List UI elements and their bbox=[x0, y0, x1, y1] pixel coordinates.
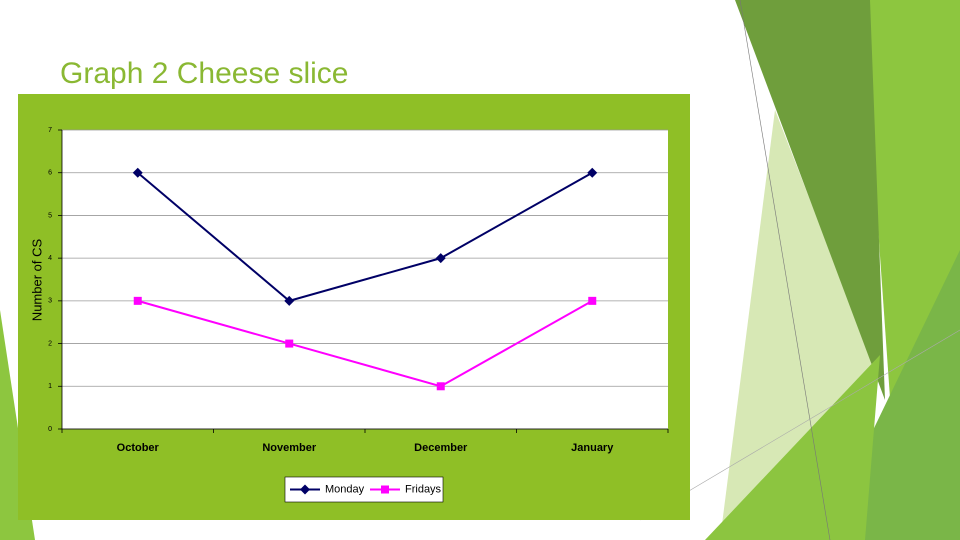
y-axis-label: Number of CS bbox=[29, 238, 44, 321]
y-tick-label: 5 bbox=[48, 212, 52, 219]
decor bbox=[735, 0, 885, 400]
point bbox=[436, 382, 445, 391]
legend-marker bbox=[300, 484, 310, 495]
decor bbox=[705, 355, 880, 540]
y-tick-label: 3 bbox=[48, 298, 52, 305]
x-tick-label: December bbox=[414, 442, 468, 454]
decor-line bbox=[739, 0, 831, 540]
point bbox=[588, 296, 597, 305]
y-tick-label: 6 bbox=[48, 170, 52, 177]
legend-label: Fridays bbox=[405, 483, 442, 495]
y-tick-label: 0 bbox=[48, 426, 52, 433]
slide-title: Graph 2 Cheese slice bbox=[60, 57, 349, 90]
legend-marker bbox=[381, 485, 389, 494]
point bbox=[285, 339, 294, 348]
decor bbox=[720, 110, 880, 540]
decor-line bbox=[639, 329, 960, 521]
point bbox=[133, 296, 142, 305]
y-tick-label: 1 bbox=[48, 383, 52, 390]
point bbox=[284, 295, 295, 306]
point bbox=[587, 167, 598, 178]
y-tick-label: 4 bbox=[48, 255, 52, 262]
series-line bbox=[137, 299, 593, 388]
x-tick-label: October bbox=[117, 442, 160, 454]
point bbox=[132, 167, 143, 178]
point bbox=[435, 253, 446, 264]
y-tick-label: 2 bbox=[48, 340, 52, 347]
legend-label: Monday bbox=[325, 483, 365, 495]
x-tick-label: January bbox=[571, 442, 614, 454]
series-line bbox=[137, 171, 593, 302]
y-tick-label: 7 bbox=[48, 127, 52, 134]
x-tick-label: November bbox=[262, 442, 317, 454]
